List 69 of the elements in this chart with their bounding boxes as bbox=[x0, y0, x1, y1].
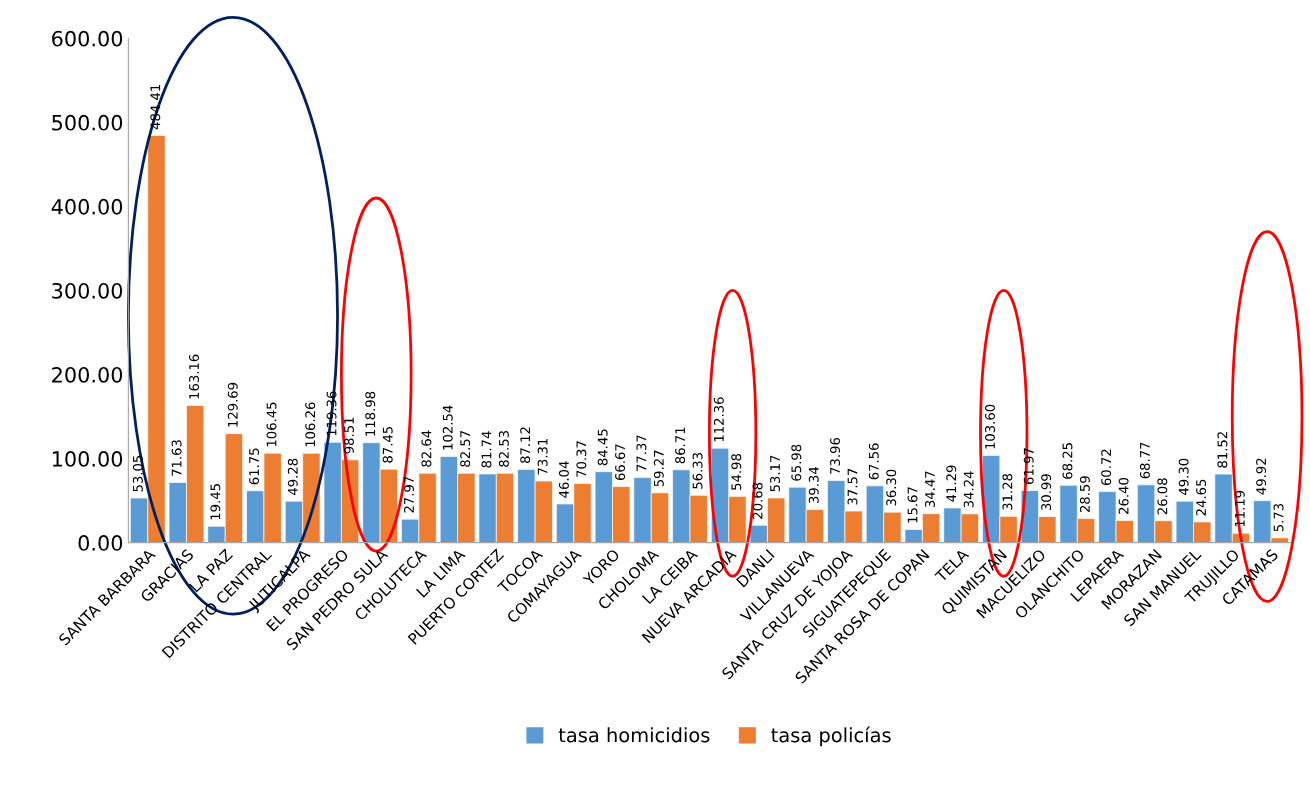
data-label: 20.68 bbox=[752, 482, 763, 519]
data-label: 53.17 bbox=[770, 455, 781, 492]
y-tick-label: 500.00 bbox=[52, 114, 123, 131]
data-label: 37.57 bbox=[847, 468, 858, 505]
data-label: 49.92 bbox=[1256, 458, 1267, 495]
legend-label: tasa policías bbox=[771, 726, 891, 747]
data-label: 68.25 bbox=[1062, 443, 1073, 479]
data-label: 46.04 bbox=[558, 461, 569, 498]
data-label: 19.45 bbox=[210, 484, 221, 520]
data-label: 54.98 bbox=[731, 454, 742, 490]
data-label: 26.40 bbox=[1118, 478, 1129, 514]
data-label: 103.60 bbox=[984, 404, 995, 449]
data-label: 87.12 bbox=[520, 427, 531, 463]
data-label: 84.45 bbox=[597, 429, 608, 466]
data-label: 129.69 bbox=[227, 382, 238, 427]
data-label: 11.19 bbox=[1234, 490, 1245, 527]
data-label: 61.75 bbox=[249, 448, 260, 485]
y-tick-label: 600.00 bbox=[52, 30, 123, 47]
data-label: 82.64 bbox=[421, 430, 432, 467]
data-label: 59.27 bbox=[653, 450, 664, 487]
data-label: 26.08 bbox=[1157, 478, 1168, 515]
data-label: 102.54 bbox=[442, 405, 453, 450]
data-label: 31.28 bbox=[1002, 473, 1013, 510]
data-label: 71.63 bbox=[171, 440, 182, 476]
data-label: 77.37 bbox=[636, 435, 647, 471]
data-label: 41.29 bbox=[946, 465, 957, 502]
data-label: 81.74 bbox=[481, 431, 492, 468]
data-label: 5.73 bbox=[1273, 503, 1284, 532]
data-label: 66.67 bbox=[615, 444, 626, 481]
data-label: 68.77 bbox=[1139, 442, 1150, 479]
data-label: 60.72 bbox=[1101, 449, 1112, 486]
y-tick-label: 100.00 bbox=[52, 451, 123, 467]
y-tick-label: 0.00 bbox=[78, 535, 123, 551]
y-tick-label: 200.00 bbox=[52, 366, 123, 383]
data-label: 15.67 bbox=[907, 487, 918, 523]
y-tick-label: 400.00 bbox=[51, 198, 123, 215]
data-label: 49.28 bbox=[287, 458, 298, 496]
data-label: 56.33 bbox=[692, 453, 703, 489]
data-label: 39.34 bbox=[808, 466, 819, 504]
data-label: 34.24 bbox=[963, 471, 974, 508]
data-label: 112.36 bbox=[713, 397, 724, 442]
data-label: 118.98 bbox=[365, 391, 376, 436]
data-label: 81.52 bbox=[1217, 432, 1228, 468]
data-label: 65.98 bbox=[791, 444, 802, 481]
data-label: 98.51 bbox=[343, 417, 354, 454]
data-label: 61.97 bbox=[1023, 448, 1034, 485]
data-label: 70.37 bbox=[576, 441, 587, 477]
data-label: 106.26 bbox=[305, 402, 316, 447]
data-label: 484.41 bbox=[150, 84, 161, 130]
data-label: 82.53 bbox=[498, 431, 509, 467]
data-label: 87.45 bbox=[382, 426, 393, 463]
y-tick-label: 300.00 bbox=[52, 282, 123, 299]
data-label: 86.71 bbox=[675, 427, 686, 464]
data-label: 49.30 bbox=[1178, 458, 1189, 495]
data-label: 36.30 bbox=[886, 469, 897, 506]
data-label: 73.31 bbox=[537, 438, 548, 475]
legend-label: tasa homicidios bbox=[558, 727, 710, 743]
data-label: 82.57 bbox=[460, 431, 471, 467]
data-label: 106.45 bbox=[266, 402, 277, 447]
data-label: 34.47 bbox=[924, 471, 935, 508]
data-label: 24.65 bbox=[1196, 479, 1207, 516]
data-label: 119.36 bbox=[326, 391, 337, 436]
data-label: 53.05 bbox=[132, 455, 143, 492]
data-label: 28.59 bbox=[1079, 476, 1090, 513]
data-label: 27.97 bbox=[404, 476, 414, 513]
data-label: 163.16 bbox=[189, 354, 200, 399]
data-label: 30.99 bbox=[1041, 474, 1052, 511]
data-label: 73.96 bbox=[830, 437, 841, 474]
data-label: 67.56 bbox=[868, 443, 879, 480]
